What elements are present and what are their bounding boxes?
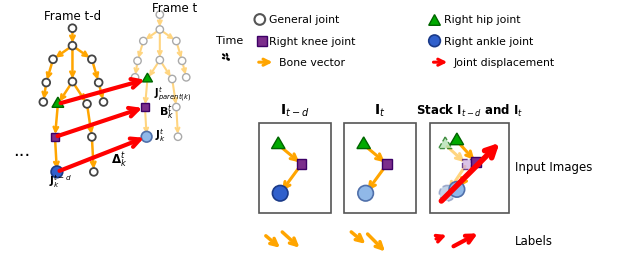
Circle shape [90,168,98,176]
Bar [51,133,60,141]
Bar [461,159,472,169]
Circle shape [95,79,102,86]
Circle shape [42,79,50,86]
Circle shape [40,98,47,106]
Circle shape [174,133,182,140]
Polygon shape [450,133,463,145]
Bar [257,36,267,46]
Circle shape [141,131,152,142]
Bar [382,159,392,169]
Polygon shape [52,97,64,107]
Bar [297,159,307,169]
Circle shape [358,186,373,201]
Text: $\mathbf{I}_{t-d}$: $\mathbf{I}_{t-d}$ [280,103,309,119]
Text: $\mathbf{\Delta}_{k}^{t}$: $\mathbf{\Delta}_{k}^{t}$ [111,150,128,170]
Text: Frame t-d: Frame t-d [44,10,101,23]
Circle shape [156,56,163,64]
Text: $\mathbf{J}_{k}^{t-d}$: $\mathbf{J}_{k}^{t-d}$ [49,174,72,190]
Text: Bone vector: Bone vector [279,58,345,68]
Text: $\mathbf{I}_{t}$: $\mathbf{I}_{t}$ [374,103,386,119]
Circle shape [168,75,176,83]
Polygon shape [438,137,452,149]
Circle shape [88,55,96,63]
Circle shape [100,98,108,106]
Polygon shape [357,137,371,149]
Text: Joint displacement: Joint displacement [454,58,555,68]
Polygon shape [429,15,440,25]
Text: General joint: General joint [269,15,339,26]
Polygon shape [271,137,285,149]
Circle shape [68,24,76,32]
Text: Right knee joint: Right knee joint [269,37,355,47]
Circle shape [88,133,96,141]
Circle shape [429,35,440,47]
Text: Right hip joint: Right hip joint [444,15,521,26]
Text: ...: ... [13,142,31,159]
Circle shape [449,182,465,197]
Circle shape [440,186,455,201]
Circle shape [131,74,139,81]
Circle shape [49,55,57,63]
Text: Frame t: Frame t [152,2,197,15]
Circle shape [51,166,63,178]
Text: Labels: Labels [515,235,553,248]
Circle shape [83,100,91,108]
Circle shape [68,78,76,85]
Polygon shape [142,73,152,82]
Circle shape [179,57,186,64]
Text: Time: Time [216,36,243,46]
Text: $\mathbf{J}_{k}^{t}$: $\mathbf{J}_{k}^{t}$ [156,127,166,144]
Bar [429,123,509,213]
Circle shape [134,57,141,64]
Circle shape [173,37,180,45]
Text: Right ankle joint: Right ankle joint [444,37,534,47]
Circle shape [156,26,163,33]
Text: Input Images: Input Images [515,162,593,174]
Bar [141,103,149,111]
Circle shape [156,11,163,18]
Circle shape [68,42,76,50]
Circle shape [182,74,190,81]
Text: $\mathbf{J}_{parent(k)}^{t}$: $\mathbf{J}_{parent(k)}^{t}$ [154,85,191,104]
Circle shape [273,186,288,201]
Bar [259,123,331,213]
Bar [344,123,416,213]
Circle shape [140,37,147,45]
Circle shape [173,103,180,111]
Text: Stack $\mathbf{I}_{t-d}$ and $\mathbf{I}_{t}$: Stack $\mathbf{I}_{t-d}$ and $\mathbf{I}… [416,103,523,119]
Bar [472,157,481,167]
Text: $\mathbf{B}_{k}^{t}$: $\mathbf{B}_{k}^{t}$ [159,103,175,122]
